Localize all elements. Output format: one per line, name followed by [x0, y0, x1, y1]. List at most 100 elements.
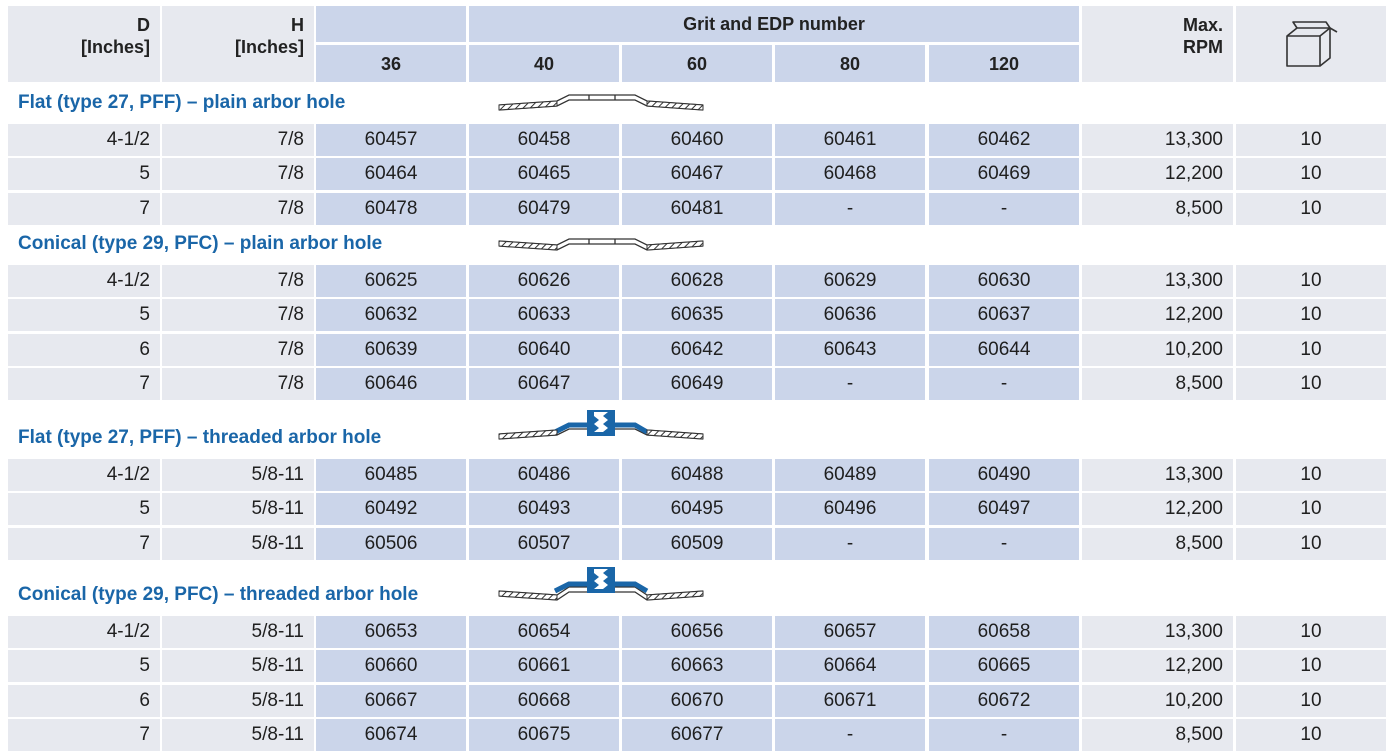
cell-h: 7/8: [162, 193, 314, 225]
header-h-unit: [Inches]: [234, 37, 304, 57]
cell-qty: 10: [1236, 685, 1386, 717]
cell-qty: 10: [1236, 459, 1386, 491]
cell-edp-40: 60640: [469, 334, 619, 366]
header-d-label: D: [137, 15, 150, 35]
cell-qty: 10: [1236, 528, 1386, 560]
cell-edp-40: 60493: [469, 493, 619, 525]
cell-edp-36: 60485: [316, 459, 466, 491]
grit-header-40: 40: [469, 45, 619, 82]
cell-edp-40: 60479: [469, 193, 619, 225]
cell-edp-40: 60486: [469, 459, 619, 491]
cell-edp-60: 60467: [622, 158, 772, 190]
cell-d: 4-1/2: [8, 124, 160, 156]
cell-edp-80: -: [775, 193, 925, 225]
cell-qty: 10: [1236, 616, 1386, 648]
grit-header-60: 60: [622, 45, 772, 82]
cell-h: 7/8: [162, 265, 314, 297]
cell-d: 5: [8, 650, 160, 682]
cell-edp-120: 60469: [929, 158, 1079, 190]
cell-edp-120: 60658: [929, 616, 1079, 648]
header-rpm-unit: RPM: [1183, 37, 1223, 57]
cell-rpm: 13,300: [1082, 124, 1233, 156]
cell-rpm: 12,200: [1082, 158, 1233, 190]
cell-h: 5/8-11: [162, 616, 314, 648]
cell-edp-120: 60665: [929, 650, 1079, 682]
cell-h: 7/8: [162, 124, 314, 156]
cell-d: 7: [8, 193, 160, 225]
cell-d: 6: [8, 685, 160, 717]
cell-h: 5/8-11: [162, 528, 314, 560]
cell-d: 6: [8, 334, 160, 366]
cell-d: 5: [8, 493, 160, 525]
section-title: Conical (type 29, PFC) – plain arbor hol…: [18, 233, 383, 254]
cell-rpm: 8,500: [1082, 193, 1233, 225]
cell-edp-80: 60636: [775, 299, 925, 331]
cell-h: 7/8: [162, 334, 314, 366]
cell-qty: 10: [1236, 299, 1386, 331]
conical-disc-threaded-icon: [497, 565, 705, 610]
cell-edp-80: 60657: [775, 616, 925, 648]
cell-edp-80: 60461: [775, 124, 925, 156]
cell-rpm: 12,200: [1082, 493, 1233, 525]
section-title: Flat (type 27, PFF) – threaded arbor hol…: [18, 427, 382, 448]
cell-h: 5/8-11: [162, 719, 314, 751]
section-title: Flat (type 27, PFF) – plain arbor hole: [18, 92, 346, 113]
package-box-icon: [1286, 21, 1338, 67]
cell-d: 7: [8, 528, 160, 560]
cell-edp-36: 60478: [316, 193, 466, 225]
cell-d: 5: [8, 299, 160, 331]
cell-edp-36: 60506: [316, 528, 466, 560]
cell-edp-80: -: [775, 719, 925, 751]
conical-disc-plain-icon: [497, 229, 705, 260]
cell-rpm: 12,200: [1082, 299, 1233, 331]
cell-edp-36: 60457: [316, 124, 466, 156]
cell-edp-36: 60660: [316, 650, 466, 682]
header-d: D [Inches]: [8, 6, 160, 82]
cell-edp-80: -: [775, 528, 925, 560]
cell-edp-40: 60675: [469, 719, 619, 751]
cell-edp-80: 60629: [775, 265, 925, 297]
grit-header-80: 80: [775, 45, 925, 82]
cell-edp-80: 60671: [775, 685, 925, 717]
cell-edp-60: 60635: [622, 299, 772, 331]
cell-edp-36: 60667: [316, 685, 466, 717]
cell-rpm: 13,300: [1082, 265, 1233, 297]
cell-edp-40: 60647: [469, 368, 619, 400]
cell-d: 4-1/2: [8, 459, 160, 491]
cell-edp-40: 60465: [469, 158, 619, 190]
cell-edp-120: 60630: [929, 265, 1079, 297]
cell-edp-120: 60490: [929, 459, 1079, 491]
cell-qty: 10: [1236, 650, 1386, 682]
cell-edp-80: 60664: [775, 650, 925, 682]
grit-header-120: 120: [929, 45, 1079, 82]
header-grit-title: Grit and EDP number: [469, 6, 1079, 42]
cell-edp-40: 60633: [469, 299, 619, 331]
cell-rpm: 8,500: [1082, 719, 1233, 751]
cell-edp-36: 60674: [316, 719, 466, 751]
cell-edp-36: 60639: [316, 334, 466, 366]
cell-qty: 10: [1236, 368, 1386, 400]
cell-h: 7/8: [162, 158, 314, 190]
cell-edp-60: 60677: [622, 719, 772, 751]
cell-edp-120: 60462: [929, 124, 1079, 156]
cell-edp-60: 60649: [622, 368, 772, 400]
cell-edp-60: 60481: [622, 193, 772, 225]
header-h: H [Inches]: [162, 6, 314, 82]
cell-edp-36: 60653: [316, 616, 466, 648]
cell-edp-60: 60656: [622, 616, 772, 648]
cell-edp-120: -: [929, 528, 1079, 560]
cell-edp-60: 60460: [622, 124, 772, 156]
cell-h: 5/8-11: [162, 459, 314, 491]
cell-edp-80: 60496: [775, 493, 925, 525]
cell-edp-36: 60464: [316, 158, 466, 190]
cell-d: 5: [8, 158, 160, 190]
cell-rpm: 13,300: [1082, 616, 1233, 648]
grit-header-36: 36: [316, 45, 466, 82]
cell-edp-40: 60626: [469, 265, 619, 297]
cell-qty: 10: [1236, 334, 1386, 366]
header-d-unit: [Inches]: [80, 37, 150, 57]
cell-rpm: 10,200: [1082, 334, 1233, 366]
cell-edp-40: 60458: [469, 124, 619, 156]
cell-edp-60: 60642: [622, 334, 772, 366]
